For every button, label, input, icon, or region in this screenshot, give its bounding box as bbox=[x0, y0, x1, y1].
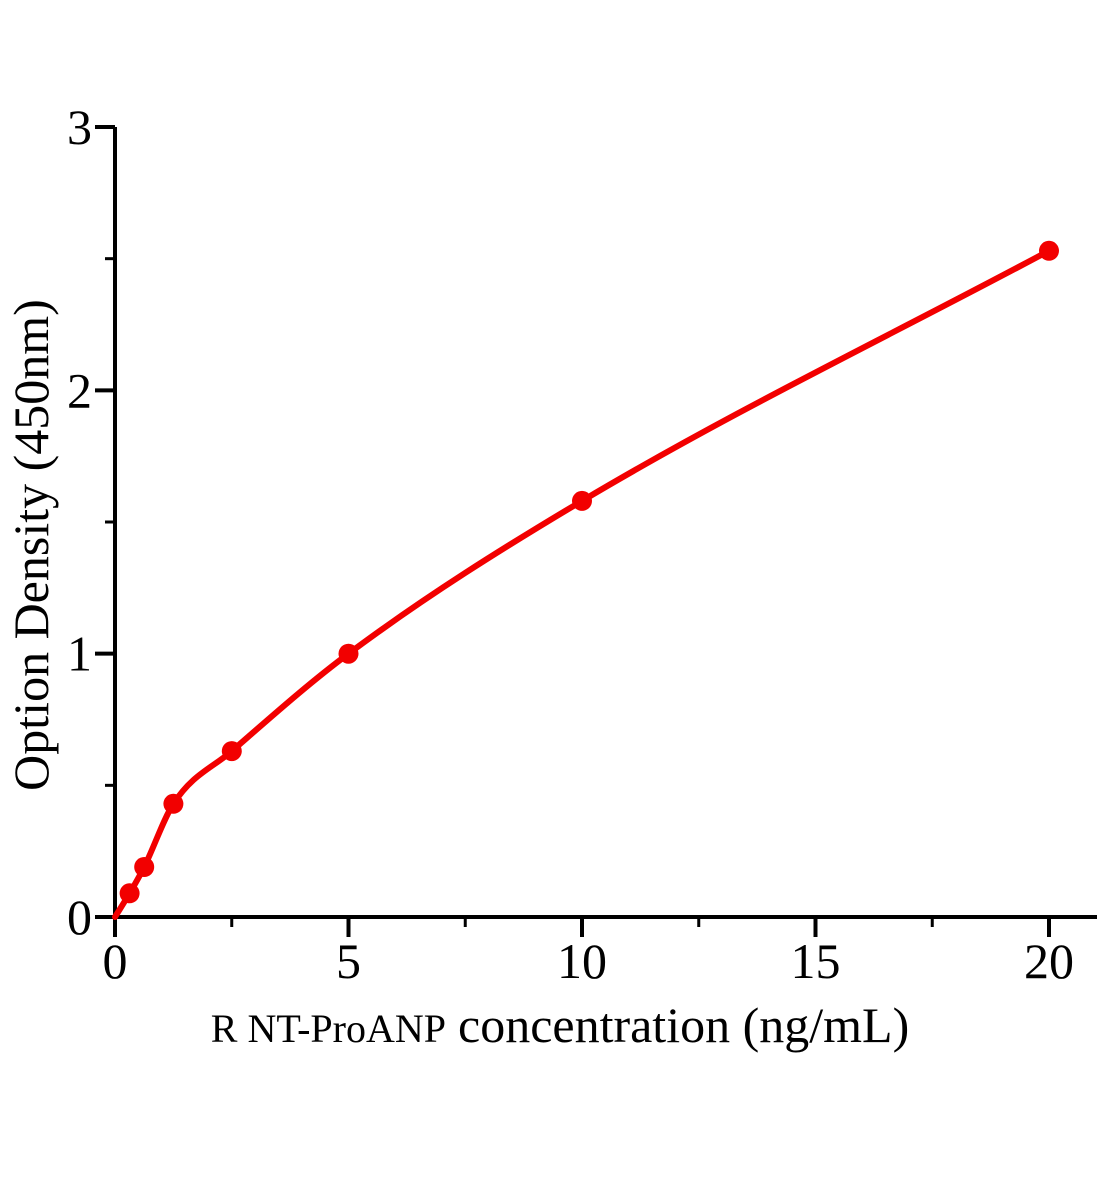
y-tick-label: 3 bbox=[67, 99, 92, 155]
data-point bbox=[338, 643, 359, 664]
x-tick-label: 5 bbox=[336, 933, 361, 989]
y-tick-label: 1 bbox=[67, 626, 92, 682]
data-points bbox=[119, 240, 1059, 904]
data-point bbox=[1039, 240, 1059, 261]
data-point bbox=[119, 883, 140, 904]
data-point bbox=[221, 741, 242, 762]
x-axis-title-prefix: R NT-ProANP bbox=[211, 1006, 446, 1051]
axis-ticks bbox=[95, 125, 1051, 937]
x-tick-label: 10 bbox=[557, 933, 607, 989]
data-point bbox=[163, 793, 184, 814]
x-tick-label: 20 bbox=[1024, 933, 1074, 989]
data-point bbox=[134, 857, 155, 877]
y-tick-label: 2 bbox=[67, 362, 92, 418]
x-axis-title: R NT-ProANP concentration (ng/mL) bbox=[211, 997, 909, 1053]
y-tick-label: 0 bbox=[67, 889, 92, 945]
x-axis-title-main: concentration (ng/mL) bbox=[458, 997, 909, 1053]
axis-tick-labels: 0 5 10 15 20 0 1 2 3 bbox=[67, 99, 1074, 989]
x-tick-label: 0 bbox=[103, 933, 128, 989]
fit-curve bbox=[112, 247, 1052, 920]
axes bbox=[113, 127, 1097, 919]
data-point bbox=[572, 490, 592, 511]
y-axis-title: Option Density (450nm) bbox=[3, 299, 59, 791]
x-tick-label: 15 bbox=[791, 933, 841, 989]
